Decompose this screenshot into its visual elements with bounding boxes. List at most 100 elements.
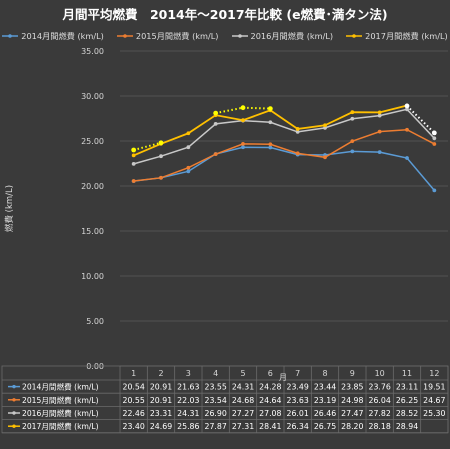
data-label: 27.82 [369,409,391,418]
data-point [186,165,191,170]
y-tick-label: 0.00 [86,362,104,371]
table-row-label: 2015月間燃費 (km/L) [22,395,99,405]
data-label: 28.20 [341,422,363,431]
data-label: 26.75 [314,422,336,431]
data-label: 23.55 [205,383,227,392]
x-tick-label: 5 [240,369,245,378]
data-point [241,118,245,123]
legend-label-2014: 2014月間燃費 (km/L) [21,31,104,41]
data-point [186,169,191,174]
y-tick-label: 5.00 [86,317,104,326]
data-label: 24.69 [150,422,172,431]
data-point [241,141,245,146]
data-label: 26.25 [396,396,418,405]
data-label: 27.27 [232,409,254,418]
data-point [323,155,327,160]
data-label: 28.18 [369,422,391,431]
data-label: 28.41 [259,422,281,431]
data-label: 27.08 [259,409,281,418]
data-label: 23.63 [287,396,309,405]
data-point [432,136,437,141]
data-label: 21.63 [177,383,199,392]
annotation-point [240,105,246,111]
gridlines [120,50,448,367]
y-tick-label: 25.00 [81,137,104,146]
data-point [405,107,409,112]
table-row-label: 2017月間燃費 (km/L) [22,421,99,431]
data-point [350,110,355,115]
table-row-label: 2016月間燃費 (km/L) [22,408,99,418]
series-line-1 [133,128,435,182]
data-point [131,161,136,166]
y-tick-label: 20.00 [81,182,104,191]
data-label: 23.11 [396,383,418,392]
legend-item-2016: 2016月間燃費 (km/L) [231,30,334,42]
data-label: 28.94 [396,422,418,431]
data-point [159,175,163,180]
data-point [323,125,327,130]
x-tick-label: 11 [402,369,412,378]
data-point [159,154,163,159]
data-point [295,130,300,134]
data-label: 24.64 [259,396,281,405]
data-point [131,179,136,183]
data-label: 23.19 [314,396,336,405]
table-row-swatch-marker [12,384,16,389]
data-label: 23.76 [369,383,391,392]
y-axis-label: 燃費 (km/L) [4,185,15,232]
data-label: 25.86 [177,422,199,431]
x-tick-label: 6 [268,369,273,378]
data-label: 24.68 [232,396,254,405]
series-lines [131,103,437,193]
data-point [350,116,355,121]
annotation-line-2 [406,105,436,134]
annotation-point [267,106,273,111]
x-tick-label: 3 [186,369,191,378]
data-point [241,145,245,150]
data-point [131,153,136,158]
legend-label-2015: 2015月間燃費 (km/L) [135,31,219,41]
data-label: 20.55 [123,396,145,405]
data-label: 22.03 [177,396,199,405]
x-tick-label: 12 [429,369,439,378]
data-label: 20.54 [123,383,145,392]
legend-label-2016: 2016月間燃費 (km/L) [250,31,334,41]
data-label: 26.01 [287,409,309,418]
data-label: 23.31 [150,409,172,418]
y-tick-label: 30.00 [81,92,104,101]
data-point [377,110,382,115]
data-point [268,145,273,150]
data-label: 23.44 [314,383,336,392]
x-tick-label: 10 [375,369,385,378]
legend-swatch-2014 [2,34,19,38]
legend-swatch-2016 [231,34,248,38]
data-label: 27.87 [205,422,227,431]
y-tick-label: 35.00 [81,47,104,56]
chart-title: 月間平均燃費 2014年～2017年比較 (e燃費･満タン法) [62,7,388,22]
x-tick-label: 8 [322,369,327,378]
annotation-point [213,110,219,116]
data-label: 24.98 [341,396,363,405]
table-row-swatch-marker [12,424,16,428]
chart-legend: 2014月間燃費 (km/L) 2015月間燃費 (km/L) 2016月間燃費… [0,30,450,42]
legend-swatch-2017 [346,34,363,38]
y-tick-label: 10.00 [81,272,104,281]
data-point [323,123,327,128]
data-point [350,139,355,144]
data-point [213,152,218,157]
annotation-line-1 [215,106,271,115]
data-point [268,142,273,147]
data-label: 23.40 [123,422,145,431]
data-point [377,113,382,118]
table-row-swatch-marker [12,398,16,402]
x-tick-label: 7 [295,369,300,378]
data-label: 24.31 [177,409,199,418]
x-tick-label: 1 [131,369,136,378]
annotation-point [431,130,437,136]
data-point [186,145,191,150]
data-point [377,129,382,134]
data-label: 24.31 [232,383,254,392]
data-label: 25.30 [423,409,445,418]
